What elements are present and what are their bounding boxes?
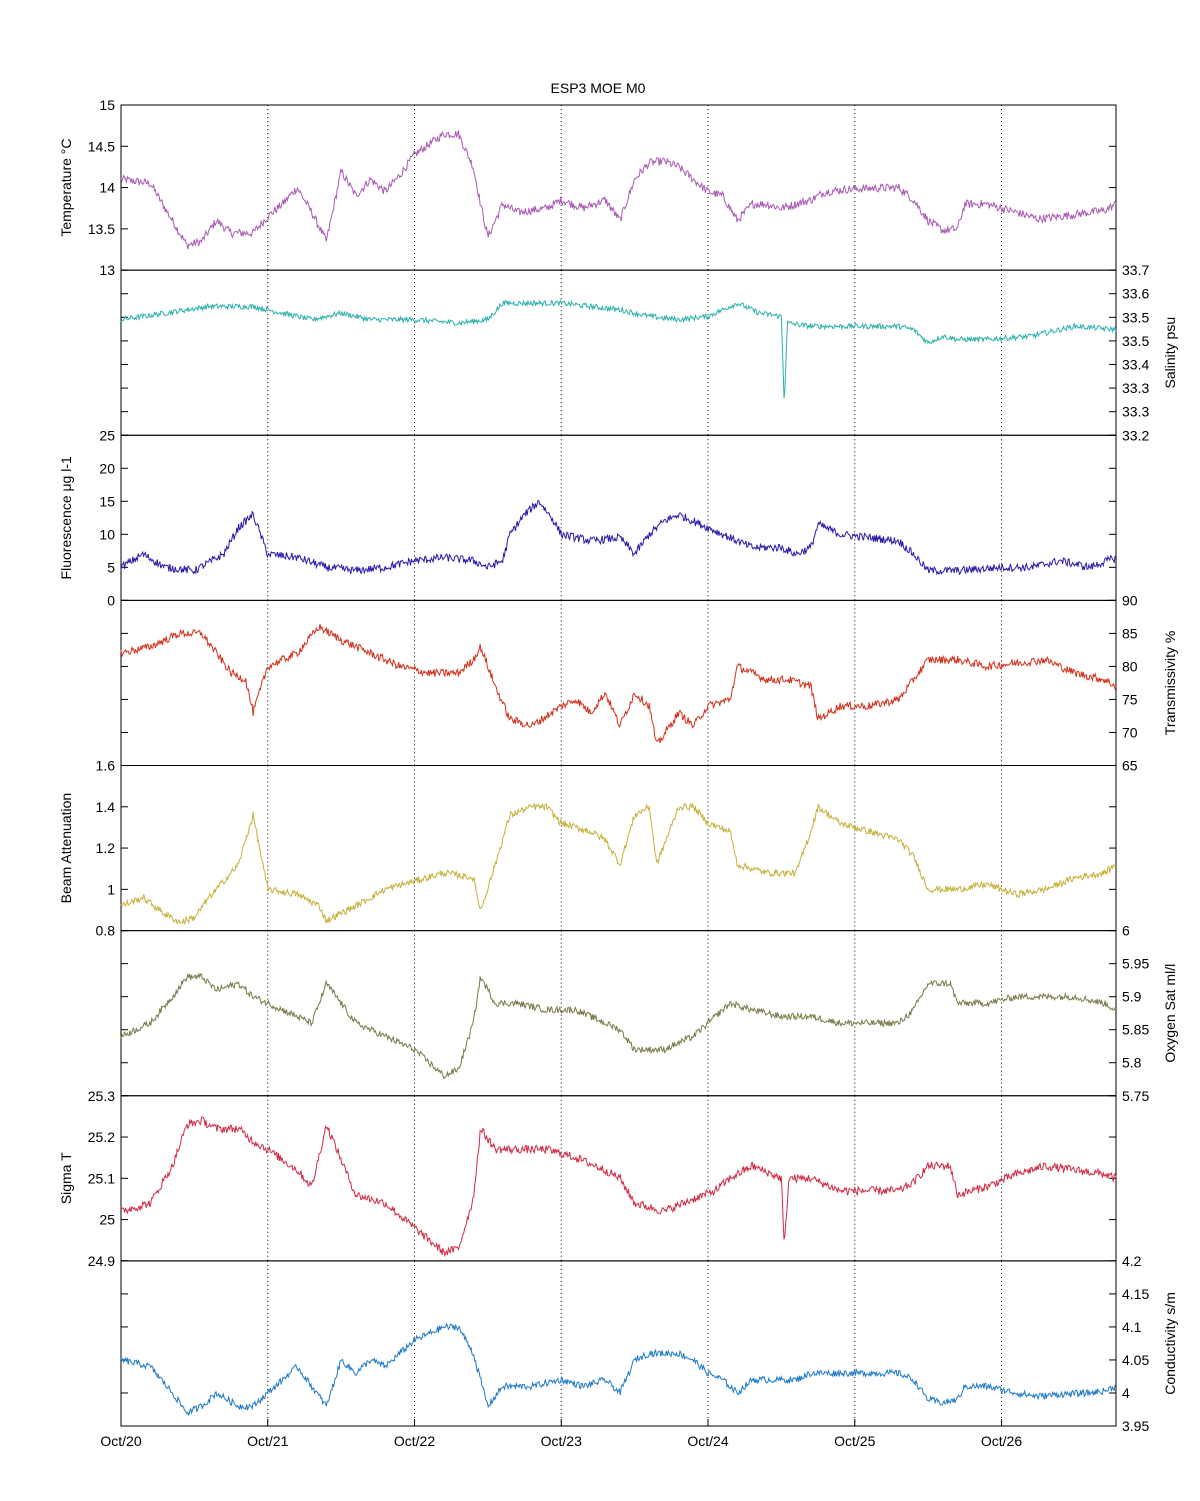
y-tick-label: 5.75 (1122, 1088, 1149, 1104)
y-tick-label: 75 (1122, 691, 1138, 707)
y-axis-label: Fluorescence μg l-1 (58, 456, 74, 579)
panel-8: 3.95 4 4.05 4.1 4.15 4.2 Conductivity s/m (120, 1253, 1178, 1434)
y-tick-label: 25 (99, 1212, 115, 1228)
series-line (120, 299, 1117, 399)
series-line (120, 802, 1117, 926)
y-tick-label: 0.8 (96, 923, 116, 939)
y-tick-label: 6 (1122, 923, 1130, 939)
y-tick-label: 5.9 (1122, 989, 1142, 1005)
y-axis-label: Transmissivity % (1162, 631, 1178, 736)
y-tick-label: 1.2 (96, 840, 116, 856)
y-tick-label: 0 (107, 592, 115, 608)
y-tick-label: 1.4 (96, 799, 116, 815)
x-tick-label: Oct/26 (981, 1433, 1022, 1449)
chart-title: ESP3 MOE M0 (551, 80, 646, 96)
y-axis-label: Temperature °C (58, 138, 74, 236)
panel-3-frame (120, 434, 1117, 601)
y-tick-label: 33.2 (1122, 427, 1149, 443)
series-line (120, 130, 1117, 250)
y-tick-label: 1 (107, 881, 115, 897)
y-tick-label: 25.2 (88, 1129, 115, 1145)
panel-2-frame (120, 269, 1117, 436)
y-tick-label: 33.5 (1122, 333, 1149, 349)
panel-5-frame (120, 765, 1117, 932)
y-tick-label: 5 (107, 559, 115, 575)
series-line (120, 1116, 1117, 1258)
x-tick-label: Oct/23 (541, 1433, 582, 1449)
x-tick-label: Oct/22 (394, 1433, 435, 1449)
y-tick-label: 33.5 (1122, 309, 1149, 325)
y-tick-label: 33.6 (1122, 286, 1149, 302)
y-axis-label: Beam Attenuation (58, 793, 74, 904)
y-axis-label: Sigma T (58, 1152, 74, 1204)
y-tick-label: 65 (1122, 758, 1138, 774)
panel-1-frame (120, 104, 1117, 271)
y-tick-label: 5.85 (1122, 1022, 1149, 1038)
y-tick-label: 24.9 (88, 1253, 115, 1269)
y-tick-label: 4.05 (1122, 1352, 1149, 1368)
y-tick-label: 13.5 (88, 221, 115, 237)
y-tick-label: 33.3 (1122, 380, 1149, 396)
y-tick-label: 20 (99, 460, 115, 476)
y-axis-label: Salinity psu (1162, 317, 1178, 389)
panel-6-frame (120, 930, 1117, 1097)
y-tick-label: 13 (99, 262, 115, 278)
panel-5: 0.8 1 1.2 1.4 1.6 Beam Attenuation (58, 758, 1117, 939)
x-tick-label: Oct/20 (100, 1433, 141, 1449)
y-axis-label: Oxygen Sat ml/l (1162, 964, 1178, 1063)
panel-1: 13 13.5 14 14.5 15 Temperature °C (58, 97, 1117, 278)
panel-3: 0 5 10 15 20 25 Fluorescence μg l-1 (58, 427, 1117, 608)
x-tick-label: Oct/24 (687, 1433, 728, 1449)
y-tick-label: 5.95 (1122, 956, 1149, 972)
panel-7-frame (120, 1095, 1117, 1262)
y-tick-label: 1.6 (96, 758, 116, 774)
x-tick-label: Oct/21 (247, 1433, 288, 1449)
y-tick-label: 4.2 (1122, 1253, 1142, 1269)
y-axis-label: Conductivity s/m (1162, 1292, 1178, 1395)
panel-4-frame (120, 599, 1117, 766)
x-axis: Oct/20 Oct/21 Oct/22 Oct/23 Oct/24 Oct/25 Oct/… (100, 1419, 1022, 1449)
y-tick-label: 5.8 (1122, 1055, 1142, 1071)
y-tick-label: 15 (99, 97, 115, 113)
y-tick-label: 4.15 (1122, 1286, 1149, 1302)
series-line (120, 499, 1117, 576)
series-line (120, 972, 1117, 1080)
series-line (120, 623, 1117, 743)
series-line (120, 1322, 1117, 1417)
x-tick-label: Oct/25 (834, 1433, 875, 1449)
panel-6: 5.75 5.8 5.85 5.9 5.95 6 Oxygen Sat ml/l (120, 923, 1178, 1104)
panel-7: 24.9 25 25.1 25.2 25.3 Sigma T (58, 1088, 1117, 1269)
y-tick-label: 70 (1122, 724, 1138, 740)
y-tick-label: 15 (99, 493, 115, 509)
y-tick-label: 33.3 (1122, 404, 1149, 420)
y-tick-label: 25.1 (88, 1170, 115, 1186)
y-tick-label: 25.3 (88, 1088, 115, 1104)
y-tick-label: 10 (99, 526, 115, 542)
y-tick-label: 25 (99, 427, 115, 443)
y-tick-label: 80 (1122, 658, 1138, 674)
y-tick-label: 3.95 (1122, 1418, 1149, 1434)
y-tick-label: 4 (1122, 1385, 1130, 1401)
y-tick-label: 4.1 (1122, 1319, 1142, 1335)
panel-8-frame (120, 1260, 1117, 1427)
y-tick-label: 90 (1122, 592, 1138, 608)
panel-4: 65 70 75 80 85 90 Transmissivity % (120, 592, 1178, 774)
y-tick-label: 14 (99, 180, 115, 196)
y-tick-label: 33.4 (1122, 356, 1149, 372)
y-tick-label: 33.7 (1122, 262, 1149, 278)
y-tick-label: 85 (1122, 625, 1138, 641)
y-tick-label: 14.5 (88, 138, 115, 154)
panel-2: 33.2 33.3 33.3 33.4 33.5 33.5 33.6 33.7 Salinity… (120, 262, 1178, 443)
